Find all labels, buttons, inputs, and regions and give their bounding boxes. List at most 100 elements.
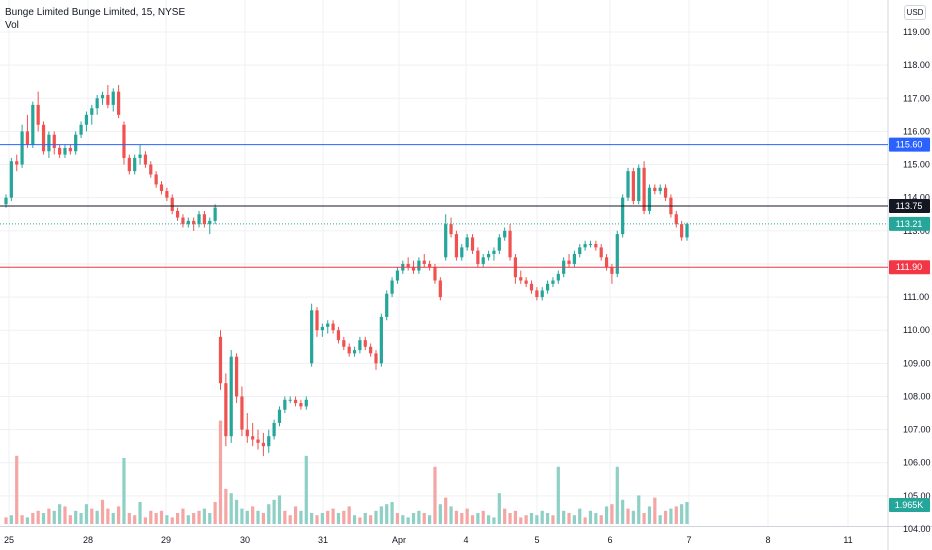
candle-body: [411, 267, 416, 271]
volume-bar: [567, 513, 571, 524]
volume-bar: [588, 510, 593, 524]
volume-tag: [889, 498, 930, 512]
volume-bar: [631, 510, 635, 524]
volume-bar: [181, 508, 185, 524]
y-tick-label: 117.00: [903, 93, 930, 103]
y-tick-label: 109.00: [903, 358, 931, 368]
level-tag-label: 115.60: [896, 140, 923, 150]
candle-body: [449, 224, 453, 235]
current-price-tag: [889, 216, 930, 231]
candle-body: [444, 224, 448, 258]
volume-bars: [4, 420, 689, 524]
volume-bar: [159, 510, 164, 524]
candle-body: [106, 94, 110, 105]
candle-body: [642, 167, 646, 211]
volume-bar: [438, 504, 442, 524]
candle-body: [320, 326, 324, 331]
candle-body: [52, 134, 56, 148]
volume-bar: [406, 517, 410, 524]
volume-bar: [583, 517, 587, 524]
candle-body: [181, 217, 185, 225]
volume-bar: [154, 513, 158, 524]
volume-bar: [52, 510, 56, 524]
volume-bar: [401, 515, 405, 524]
symbol-title: Bunge Limited Bunge Limited, 15, NYSE: [5, 7, 186, 18]
volume-bar: [417, 510, 421, 524]
candle-body: [588, 244, 593, 246]
y-tick-label: 106.00: [903, 458, 931, 468]
candle-body: [342, 340, 346, 347]
candle-body: [674, 214, 678, 225]
candle-body: [138, 154, 142, 158]
volume-bar: [374, 510, 378, 524]
candle-body: [497, 237, 501, 251]
candle-body: [186, 220, 190, 225]
candle-body: [240, 396, 244, 430]
x-tick-label: 4: [463, 535, 468, 545]
currency-badge[interactable]: USD: [904, 5, 926, 20]
volume-bar: [95, 510, 99, 524]
volume-bar: [529, 513, 534, 524]
volume-bar: [202, 508, 207, 524]
candles: [4, 85, 689, 457]
volume-bar: [31, 513, 35, 524]
volume-bar: [610, 504, 614, 524]
volume-bar: [369, 515, 373, 524]
candle-body: [680, 224, 684, 238]
candle-body: [508, 230, 512, 258]
candle-body: [4, 197, 8, 205]
candle-body: [658, 187, 662, 192]
volume-bar: [637, 495, 641, 524]
volume-bar: [513, 510, 518, 524]
level-tag-label: 111.90: [896, 262, 922, 272]
volume-bar: [208, 513, 212, 524]
candle-body: [610, 267, 614, 274]
volume-bar: [20, 515, 24, 524]
y-tick-label: 116.00: [903, 126, 930, 136]
volume-bar: [106, 508, 110, 524]
candle-body: [213, 207, 217, 221]
candle-body: [41, 124, 46, 152]
y-tick-label: 114.00: [903, 193, 930, 203]
candle-body: [251, 436, 255, 440]
candle-body: [159, 184, 164, 192]
candle-body: [621, 197, 625, 235]
candle-body: [315, 310, 319, 331]
candle-body: [529, 283, 534, 291]
volume-bar: [111, 513, 115, 524]
candle-body: [127, 157, 131, 172]
volume-bar: [385, 504, 389, 524]
volume-bar: [680, 504, 684, 524]
candle-body: [545, 283, 550, 291]
candle-body: [154, 174, 158, 185]
price-axis: 104.00 105.00 106.00 107.00 108.00 109.00 110.…: [903, 27, 931, 534]
x-tick-label: 5: [534, 535, 539, 545]
candle-body: [631, 171, 635, 201]
y-tick-label: 108.00: [903, 391, 931, 401]
x-tick-label: 25: [4, 535, 14, 545]
volume-bar: [508, 513, 512, 524]
candle-body: [385, 293, 389, 317]
volume-bar: [192, 513, 196, 524]
y-tick-label: 111.00: [903, 292, 929, 302]
x-tick-label: 28: [83, 535, 93, 545]
candle-body: [304, 399, 308, 407]
y-tick-label: 107.00: [903, 425, 931, 435]
y-tick-label: 104.00: [903, 524, 931, 534]
candle-body: [192, 220, 196, 225]
candle-body: [519, 277, 523, 281]
candle-body: [653, 187, 657, 192]
candle-body: [417, 260, 421, 271]
candle-body: [197, 214, 201, 225]
volume-bar: [594, 513, 598, 524]
y-tick-label: 115.00: [903, 160, 930, 170]
candle-body: [68, 147, 72, 152]
volume-bar: [647, 506, 652, 524]
candle-body: [25, 131, 30, 145]
candle-body: [90, 108, 94, 115]
volume-bar: [68, 515, 72, 524]
candle-body: [685, 223, 689, 238]
candle-body: [272, 422, 276, 437]
